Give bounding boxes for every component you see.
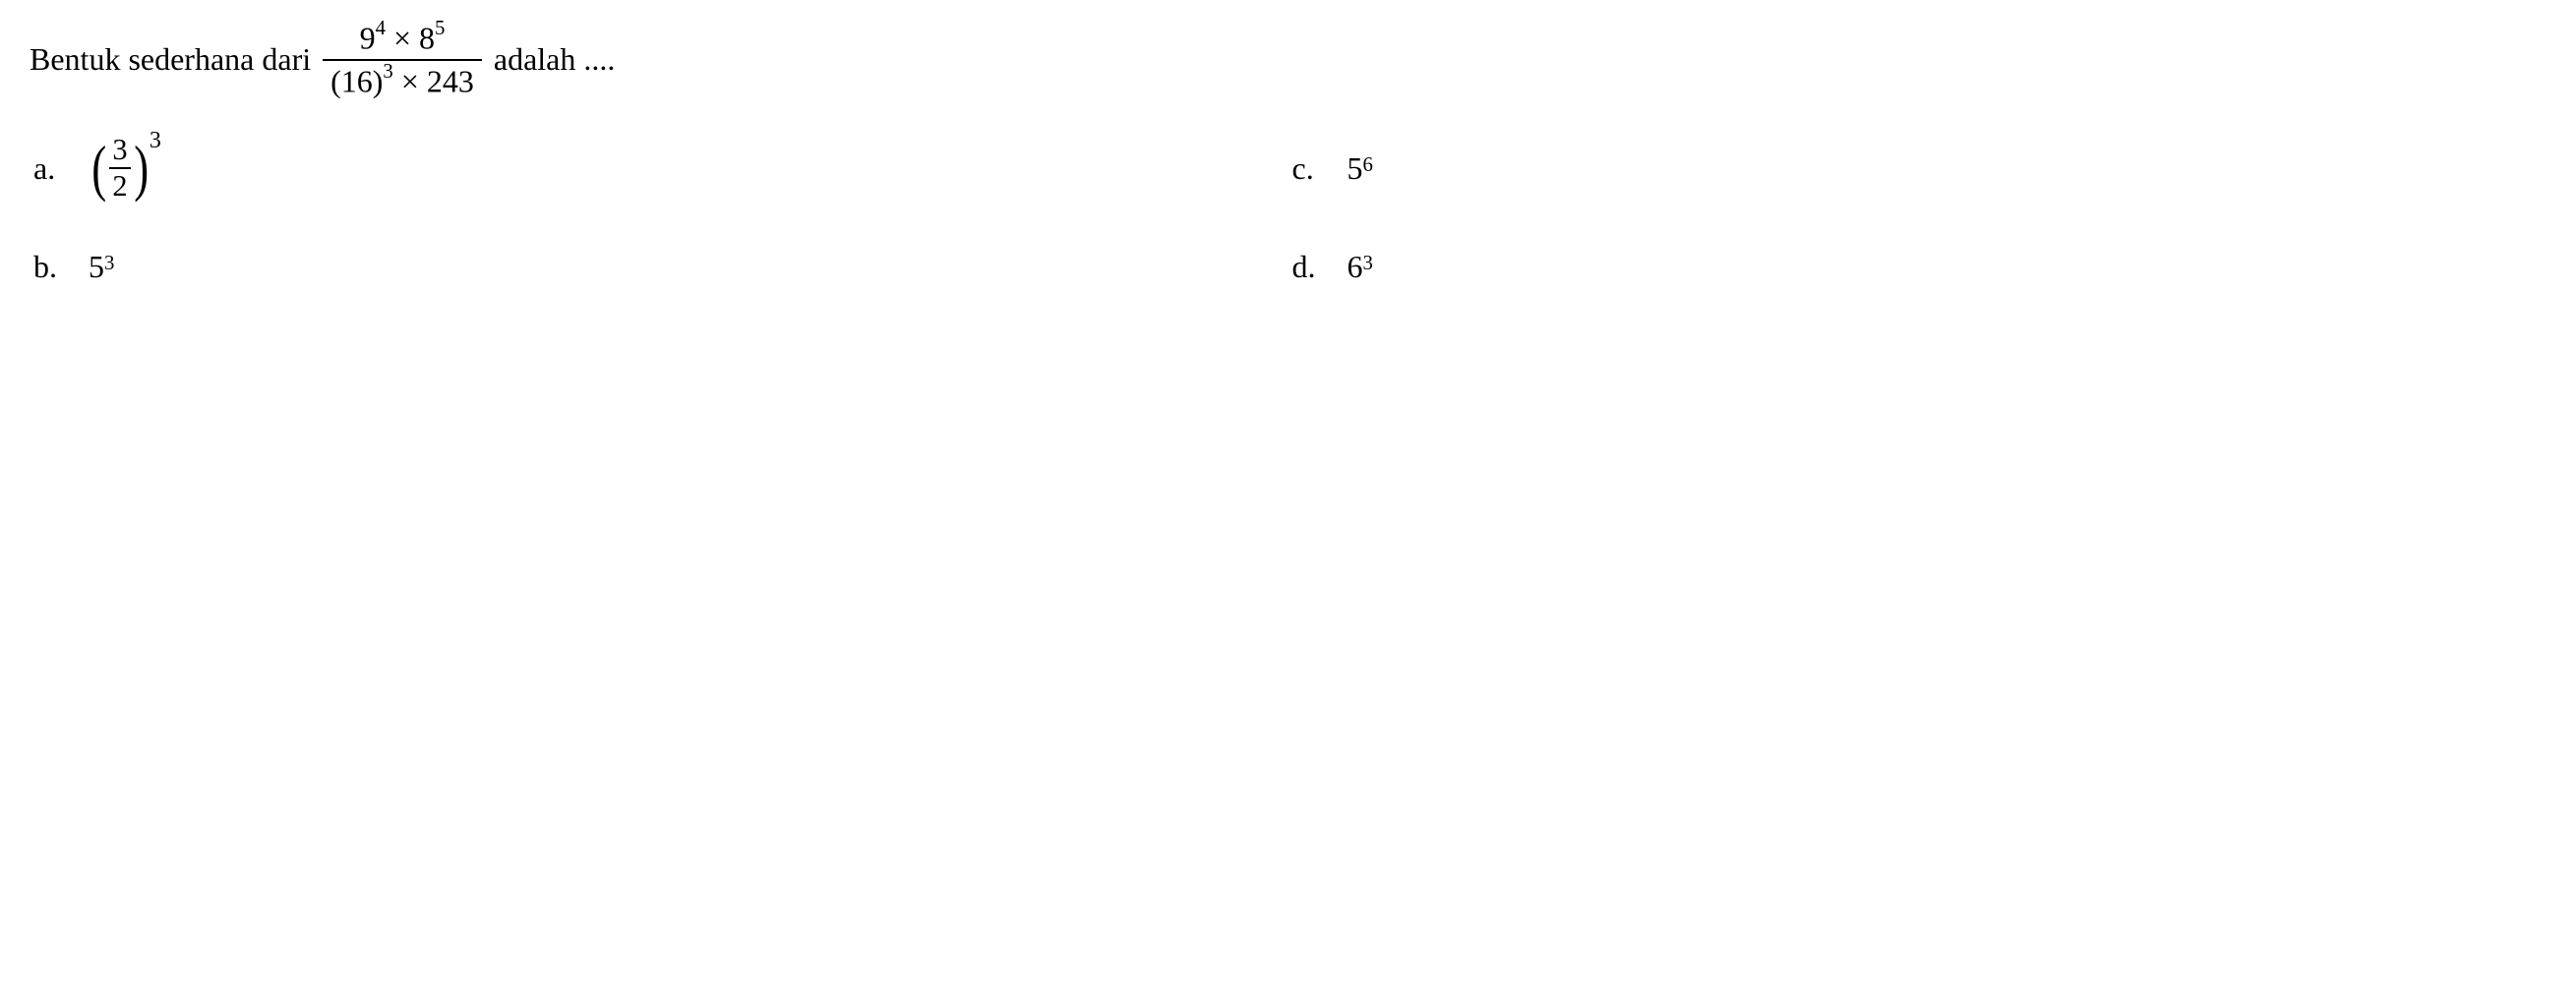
option-d-label: d. bbox=[1288, 249, 1348, 285]
fraction-denominator: (16)3 × 243 bbox=[323, 59, 482, 100]
den-exp1: 3 bbox=[383, 60, 392, 83]
question-fraction: 94 × 85 (16)3 × 243 bbox=[323, 20, 482, 99]
option-b-label: b. bbox=[30, 249, 89, 285]
question-line: Bentuk sederhana dari 94 × 85 (16)3 × 24… bbox=[30, 20, 2546, 99]
right-paren-icon: ) bbox=[134, 137, 149, 200]
option-a-content: ( 3 2 ) 3 bbox=[89, 133, 161, 204]
option-d: d. 63 bbox=[1288, 222, 2547, 311]
option-c-content: 56 bbox=[1348, 150, 1373, 187]
option-c-exp: 6 bbox=[1363, 153, 1373, 177]
option-a-label: a. bbox=[30, 150, 89, 187]
num-exp1: 4 bbox=[376, 17, 386, 39]
option-b: b. 53 bbox=[30, 222, 1288, 311]
option-b-base: 5 bbox=[89, 249, 104, 285]
option-a-frac-den: 2 bbox=[109, 167, 130, 204]
question-text-after: adalah .... bbox=[494, 41, 616, 78]
option-c-base: 5 bbox=[1348, 150, 1363, 187]
question-text-before: Bentuk sederhana dari bbox=[30, 41, 311, 78]
option-b-exp: 3 bbox=[104, 252, 114, 275]
option-d-exp: 3 bbox=[1363, 252, 1373, 275]
option-a-frac-num: 3 bbox=[109, 133, 130, 167]
option-a-fraction: 3 2 bbox=[109, 133, 130, 204]
left-paren-icon: ( bbox=[91, 137, 106, 200]
num-base2: 8 bbox=[419, 21, 435, 56]
options-right-column: c. 56 d. 63 bbox=[1288, 124, 2547, 321]
option-a: a. ( 3 2 ) 3 bbox=[30, 124, 1288, 212]
den-paren-close: ) bbox=[373, 63, 384, 98]
num-op: × bbox=[393, 21, 411, 56]
num-base1: 9 bbox=[360, 21, 376, 56]
den-op: × bbox=[401, 63, 419, 98]
den-base1: 16 bbox=[341, 63, 373, 98]
option-b-content: 53 bbox=[89, 249, 114, 285]
option-c: c. 56 bbox=[1288, 124, 2547, 212]
fraction-numerator: 94 × 85 bbox=[352, 20, 453, 59]
den-paren-open: ( bbox=[330, 63, 341, 98]
den-val2: 243 bbox=[427, 63, 474, 98]
option-d-base: 6 bbox=[1348, 249, 1363, 285]
options-left-column: a. ( 3 2 ) 3 b. 53 bbox=[30, 124, 1288, 321]
option-c-label: c. bbox=[1288, 150, 1348, 187]
option-d-content: 63 bbox=[1348, 249, 1373, 285]
options-container: a. ( 3 2 ) 3 b. 53 c. bbox=[30, 124, 2546, 321]
option-a-exp: 3 bbox=[150, 128, 161, 154]
num-exp2: 5 bbox=[435, 17, 445, 39]
